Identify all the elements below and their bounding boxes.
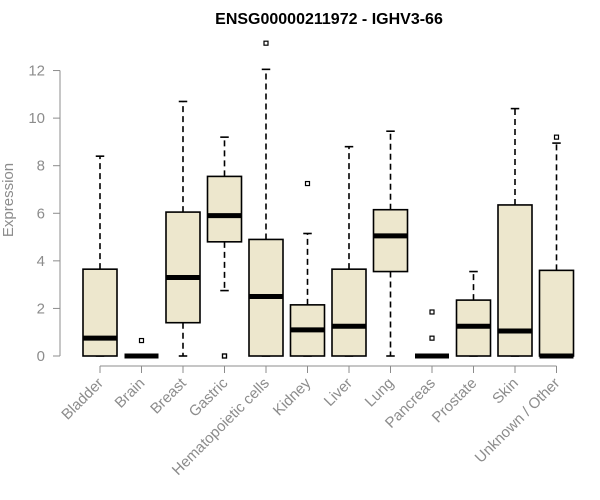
box-hematopoietic-cells bbox=[248, 40, 284, 357]
x-tick-label: Liver bbox=[321, 375, 356, 410]
x-tick-label: Skin bbox=[489, 375, 522, 408]
y-tick-label: 10 bbox=[28, 110, 45, 127]
y-tick-label: 4 bbox=[37, 253, 45, 270]
box-skin bbox=[497, 107, 533, 357]
box-rect bbox=[206, 175, 243, 243]
outlier-point bbox=[429, 309, 435, 315]
box-rect bbox=[331, 268, 367, 357]
y-axis-label: Expression bbox=[0, 163, 17, 237]
box-rect bbox=[538, 269, 575, 357]
box-kidney bbox=[289, 180, 326, 357]
box-bladder bbox=[82, 155, 118, 357]
box-breast bbox=[165, 100, 201, 357]
box-liver bbox=[331, 145, 367, 357]
box-rect bbox=[165, 211, 201, 324]
box-series bbox=[82, 40, 575, 359]
box-unknown-other bbox=[538, 134, 575, 359]
outlier-point bbox=[138, 337, 145, 344]
outlier-point bbox=[263, 40, 269, 46]
box-pancreas bbox=[415, 309, 449, 359]
x-tick-label: Breast bbox=[147, 374, 190, 417]
y-tick-label: 6 bbox=[37, 205, 45, 222]
y-tick-label: 12 bbox=[28, 63, 45, 80]
y-tick-label: 2 bbox=[37, 300, 45, 317]
box-rect bbox=[372, 208, 409, 273]
outlier-point bbox=[221, 353, 228, 359]
y-tick-label: 8 bbox=[37, 158, 45, 175]
box-brain bbox=[124, 337, 159, 359]
box-gastric bbox=[206, 136, 243, 359]
outlier-point bbox=[429, 335, 435, 341]
box-prostate bbox=[455, 270, 492, 357]
outlier-point bbox=[304, 180, 311, 187]
box-lung bbox=[372, 130, 409, 357]
x-tick-label: Lung bbox=[362, 375, 398, 411]
box-rect bbox=[82, 268, 118, 357]
x-tick-label: Brain bbox=[112, 375, 149, 412]
outlier-point bbox=[553, 134, 560, 140]
y-tick-label: 0 bbox=[37, 348, 45, 365]
x-tick-label: Bladder bbox=[58, 375, 107, 424]
x-tick-label: Prostate bbox=[429, 375, 481, 427]
y-axis: 0 2 4 6 8 10 12 bbox=[28, 63, 61, 365]
chart-title: ENSG00000211972 - IGHV3-66 bbox=[215, 11, 443, 28]
outlier-point bbox=[221, 353, 228, 359]
x-tick-label: Kidney bbox=[270, 374, 315, 419]
